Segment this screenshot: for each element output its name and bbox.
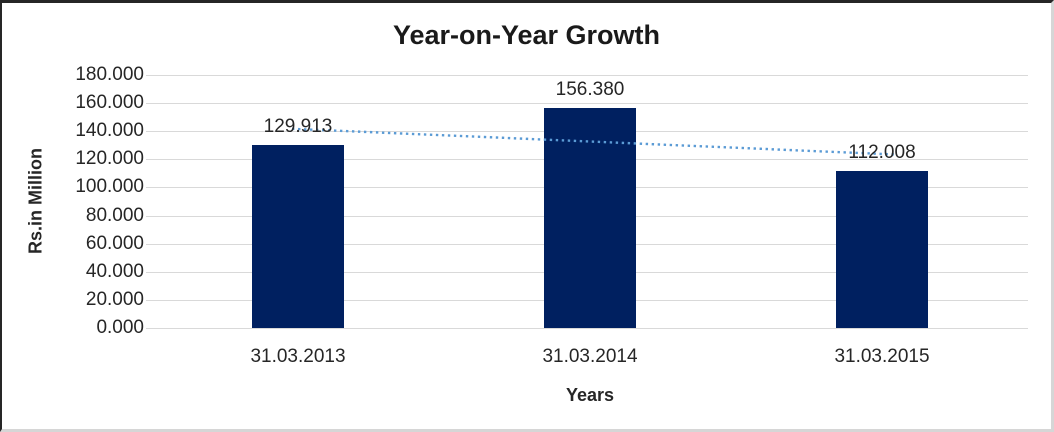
y-axis-tick xyxy=(146,131,152,132)
y-axis-tick-label: 40.000 xyxy=(85,261,144,282)
y-axis-tick xyxy=(146,159,152,160)
bar-31.03.2015 xyxy=(836,170,928,328)
y-axis-tick xyxy=(146,103,152,104)
x-axis-title: Years xyxy=(565,385,615,405)
y-axis-tick-label: 20.000 xyxy=(85,289,144,310)
chart-area: Year-on-Year Growth Rs.in Million 0.000 2… xyxy=(2,3,1051,429)
y-axis-tick xyxy=(146,187,152,188)
y-axis-title: Rs.in Million xyxy=(25,148,46,254)
x-axis-category-label: 31.03.2014 xyxy=(542,346,638,367)
data-label: 156.380 xyxy=(555,79,625,101)
bar-31.03.2013 xyxy=(252,145,344,328)
y-axis-tick xyxy=(146,300,152,301)
y-axis-tick-label: 180.000 xyxy=(75,64,144,85)
y-axis-tick-label: 60.000 xyxy=(85,233,144,254)
y-axis-tick-label: 100.000 xyxy=(75,176,144,197)
y-axis-tick xyxy=(146,75,152,76)
gridline xyxy=(152,328,1028,329)
y-axis-tick-label: 160.000 xyxy=(75,92,144,113)
y-axis-tick xyxy=(146,216,152,217)
gridline xyxy=(152,103,1028,104)
y-axis-tick-label: 140.000 xyxy=(75,120,144,141)
chart-title: Year-on-Year Growth xyxy=(392,20,661,50)
y-axis-tick-label: 80.000 xyxy=(85,205,144,226)
y-axis-tick-label: 0.000 xyxy=(96,317,144,338)
x-axis-category-label: 31.03.2013 xyxy=(250,346,346,367)
data-label: 129.913 xyxy=(263,116,333,138)
y-axis-tick-label: 120.000 xyxy=(75,148,144,169)
gridline xyxy=(152,75,1028,76)
y-axis-tick xyxy=(146,328,152,329)
y-axis-tick xyxy=(146,244,152,245)
x-axis-category-label: 31.03.2015 xyxy=(834,346,930,367)
data-label: 112.008 xyxy=(848,141,916,163)
bar-31.03.2014 xyxy=(544,108,636,328)
y-axis-tick xyxy=(146,272,152,273)
